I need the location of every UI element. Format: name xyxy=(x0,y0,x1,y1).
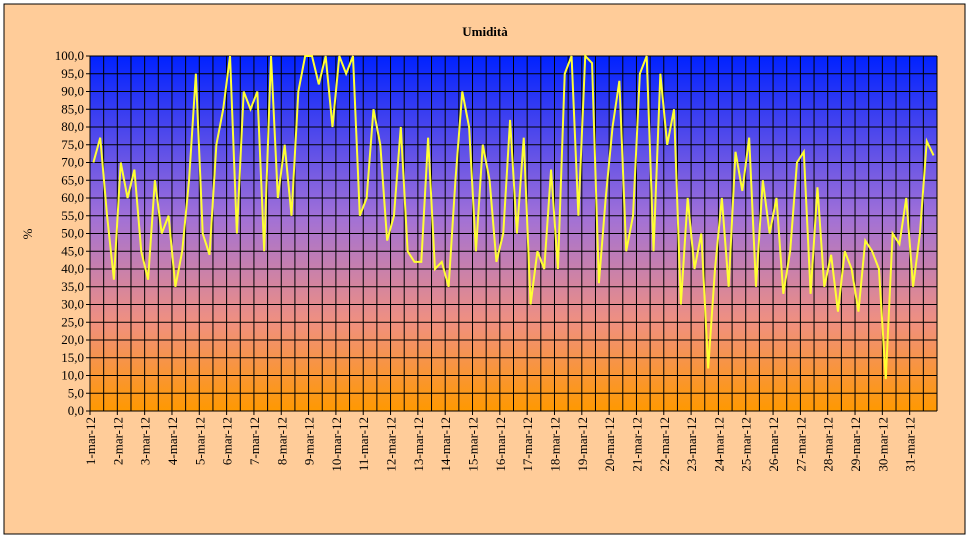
y-tick-label: 15,0 xyxy=(61,350,84,365)
x-tick-label: 13-mar-12 xyxy=(411,417,426,472)
y-tick-label: 55,0 xyxy=(61,208,84,223)
y-tick-label: 60,0 xyxy=(61,190,84,205)
y-tick-label: 35,0 xyxy=(61,279,84,294)
x-tick-label: 19-mar-12 xyxy=(575,417,590,472)
x-tick-label: 14-mar-12 xyxy=(438,417,453,472)
x-tick-label: 3-mar-12 xyxy=(138,417,153,465)
x-tick-label: 6-mar-12 xyxy=(220,417,235,465)
y-tick-label: 5,0 xyxy=(68,385,84,400)
x-tick-label: 18-mar-12 xyxy=(547,417,562,472)
y-tick-label: 85,0 xyxy=(61,101,84,116)
y-tick-label: 80,0 xyxy=(61,119,84,134)
chart-title: Umidità xyxy=(462,24,508,39)
x-tick-label: 12-mar-12 xyxy=(384,417,399,472)
x-tick-label: 22-mar-12 xyxy=(657,417,672,472)
y-tick-label: 90,0 xyxy=(61,84,84,99)
x-tick-label: 1-mar-12 xyxy=(83,417,98,465)
y-tick-label: 10,0 xyxy=(61,368,84,383)
x-tick-label: 9-mar-12 xyxy=(302,417,317,465)
x-tick-label: 8-mar-12 xyxy=(274,417,289,465)
y-tick-label: 45,0 xyxy=(61,243,84,258)
y-tick-label: 95,0 xyxy=(61,66,84,81)
x-tick-label: 25-mar-12 xyxy=(739,417,754,472)
y-tick-label: 75,0 xyxy=(61,137,84,152)
y-tick-label: 40,0 xyxy=(61,261,84,276)
x-tick-label: 15-mar-12 xyxy=(466,417,481,472)
x-tick-label: 23-mar-12 xyxy=(684,417,699,472)
y-tick-label: 25,0 xyxy=(61,314,84,329)
y-tick-label: 100,0 xyxy=(55,48,84,63)
y-tick-label: 50,0 xyxy=(61,226,84,241)
x-tick-label: 5-mar-12 xyxy=(192,417,207,465)
x-tick-label: 26-mar-12 xyxy=(766,417,781,472)
x-tick-label: 30-mar-12 xyxy=(875,417,890,472)
y-tick-label: 20,0 xyxy=(61,332,84,347)
x-tick-label: 28-mar-12 xyxy=(821,417,836,472)
x-tick-label: 2-mar-12 xyxy=(110,417,125,465)
y-tick-label: 0,0 xyxy=(68,403,84,418)
y-tick-label: 65,0 xyxy=(61,172,84,187)
x-tick-label: 16-mar-12 xyxy=(493,417,508,472)
x-tick-label: 29-mar-12 xyxy=(848,417,863,472)
x-tick-label: 24-mar-12 xyxy=(711,417,726,472)
x-tick-label: 31-mar-12 xyxy=(903,417,918,472)
y-tick-label: 70,0 xyxy=(61,155,84,170)
x-tick-label: 20-mar-12 xyxy=(602,417,617,472)
x-tick-label: 10-mar-12 xyxy=(329,417,344,472)
x-tick-label: 27-mar-12 xyxy=(793,417,808,472)
x-tick-label: 17-mar-12 xyxy=(520,417,535,472)
x-tick-label: 11-mar-12 xyxy=(356,417,371,471)
y-axis-label: % xyxy=(20,228,35,239)
data-line xyxy=(92,53,935,380)
x-tick-label: 7-mar-12 xyxy=(247,417,262,465)
x-tick-label: 4-mar-12 xyxy=(165,417,180,465)
y-tick-label: 30,0 xyxy=(61,297,84,312)
x-tick-label: 21-mar-12 xyxy=(629,417,644,472)
